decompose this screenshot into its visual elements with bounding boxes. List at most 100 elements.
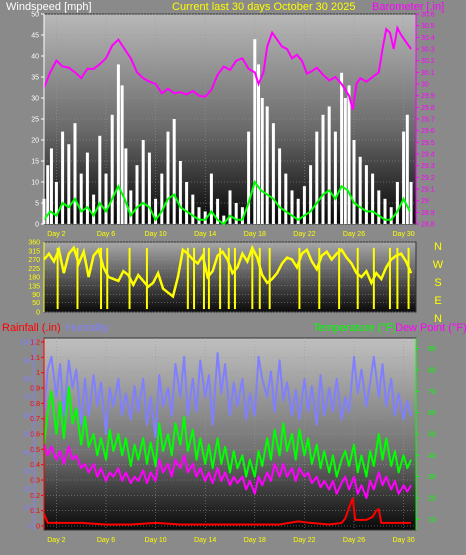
x-tick-label: Day 18 <box>244 231 266 238</box>
rain-humidity-grid <box>44 338 416 530</box>
period-label: Current last 30 days October 30 2025 <box>172 1 355 13</box>
x-tick-label: Day 30 <box>393 231 415 238</box>
compass-label: W <box>433 259 444 271</box>
x-tick-label: Day 14 <box>194 231 216 238</box>
wind-bar <box>253 39 257 225</box>
humidity-tick-label: 80 <box>23 376 31 383</box>
wind-bar <box>135 165 139 224</box>
rain-tick-label: 0 <box>36 524 40 531</box>
wind-bar <box>124 148 128 224</box>
wind-bar <box>257 64 261 225</box>
wind-bar <box>265 106 269 224</box>
temp-tick-label: 20 <box>428 496 436 503</box>
compass-label: E <box>434 295 441 307</box>
baro-tick-label: 29.1 <box>421 187 435 194</box>
wind-bar <box>129 190 133 224</box>
wind-label: Windspeed [mph] <box>6 1 92 13</box>
rain-tick-label: 1.2 <box>30 340 40 347</box>
wind-bar <box>309 165 313 224</box>
temp-tick-label: 30 <box>428 474 436 481</box>
x-tick-label: Day 26 <box>343 537 365 544</box>
wind-bar <box>222 215 226 224</box>
wind-bar <box>409 182 413 224</box>
wind-baro-x-ticks: Day 2 Day 6 Day 10 Day 14 Day 18 Day 22 Day 26… <box>47 231 415 238</box>
humidity-tick-label: 90 <box>23 358 31 365</box>
direction-tick-label: 270 <box>28 257 40 264</box>
wind-bar <box>73 123 77 224</box>
wind-bar <box>172 119 176 224</box>
wind-bar <box>46 165 50 224</box>
wind-tick-label: 30 <box>31 96 39 103</box>
wind-bar <box>358 156 362 224</box>
baro-tick-label: 29.4 <box>421 152 435 159</box>
wind-bar <box>54 182 58 224</box>
baro-tick-label: 28.8 <box>421 222 435 229</box>
humidity-tick-label: 0 <box>27 524 31 531</box>
wind-bar <box>347 85 351 225</box>
x-tick-label: Day 18 <box>244 537 266 544</box>
wind-bar <box>49 148 53 224</box>
wind-bar <box>260 98 264 224</box>
baro-tick-label: 30.3 <box>421 47 435 54</box>
x-tick-label: Day 30 <box>393 537 415 544</box>
wind-bar <box>67 144 71 224</box>
wind-tick-label: 15 <box>31 159 39 166</box>
rain-tick-label: 1.1 <box>30 355 40 362</box>
humidity-tick-label: 70 <box>23 395 31 402</box>
wind-bar <box>98 135 102 224</box>
rain-tick-label: 0.8 <box>30 401 40 408</box>
dew-label: Dew Point (°F) <box>395 322 466 334</box>
wind-bar <box>389 207 393 224</box>
rain-tick-label: 1 <box>36 370 40 377</box>
direction-tick-label: 360 <box>28 240 40 247</box>
x-tick-label: Day 2 <box>47 231 65 238</box>
wind-tick-label: 35 <box>31 75 39 82</box>
wind-bar <box>240 207 244 224</box>
rain-tick-label: 0.2 <box>30 493 40 500</box>
direction-tick-label: 225 <box>28 266 40 273</box>
wind-bar <box>120 85 124 225</box>
wind-tick-label: 5 <box>35 201 39 208</box>
wind-bar <box>203 211 207 224</box>
wind-tick-label: 10 <box>31 180 39 187</box>
temperature-line <box>43 386 412 478</box>
wind-bar <box>185 182 189 224</box>
humidity-tick-label: 10 <box>23 505 31 512</box>
wind-bar <box>147 152 151 224</box>
rainfall-line <box>43 497 412 526</box>
wind-bar <box>321 114 325 224</box>
wind-bar <box>154 198 158 224</box>
wind-bar <box>284 173 288 224</box>
wind-bar <box>383 198 387 224</box>
wind-axis-ticks: 0 5 10 15 20 25 30 35 40 45 50 <box>31 12 44 229</box>
wind-tick-label: 25 <box>31 117 39 124</box>
wind-bar <box>352 140 356 224</box>
temp-axis-ticks: 10 20 30 40 50 60 70 80 90 <box>416 346 436 524</box>
direction-series <box>43 244 413 310</box>
baro-tick-label: 29.3 <box>421 163 435 170</box>
temp-tick-label: 10 <box>428 517 436 524</box>
wind-bar <box>327 106 331 224</box>
rain-humidity-series <box>43 352 413 526</box>
wind-bar <box>302 186 306 224</box>
direction-line <box>43 244 413 299</box>
wind-bar <box>315 131 319 224</box>
x-tick-label: Day 26 <box>343 231 365 238</box>
gust-line <box>43 179 411 226</box>
wind-bar <box>340 72 344 224</box>
x-tick-label: Day 2 <box>47 537 65 544</box>
humidity-tick-label: 50 <box>23 432 31 439</box>
wind-bar <box>228 190 232 224</box>
humidity-line <box>43 352 413 439</box>
wind-baro-series <box>42 24 413 226</box>
wind-bar <box>85 152 89 224</box>
wind-bar <box>166 131 170 224</box>
wind-bar <box>290 190 294 224</box>
humidity-tick-label: 100 <box>19 340 31 347</box>
temp-tick-label: 70 <box>428 389 436 396</box>
rain-axis-ticks: 0 0.1 0.2 0.3 0.4 0.5 0.6 0.7 0.8 0.9 1 1.1 1.2 <box>30 340 44 531</box>
baro-tick-label: 29 <box>421 198 429 205</box>
wind-bar <box>333 131 337 224</box>
